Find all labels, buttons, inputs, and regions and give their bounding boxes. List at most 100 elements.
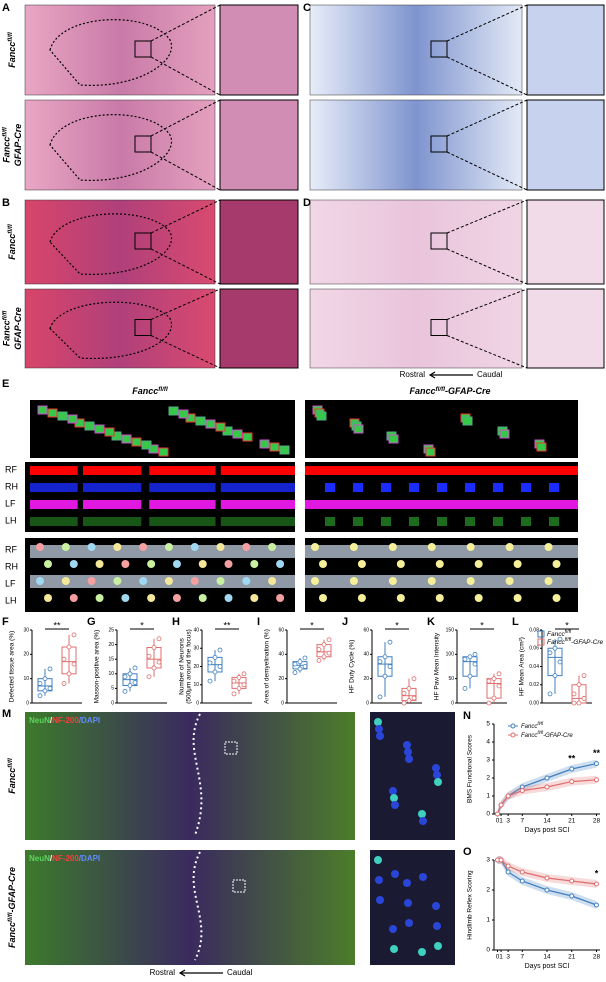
label: ** bbox=[223, 620, 231, 630]
label: 28 bbox=[593, 954, 601, 961]
footprint-dot bbox=[388, 543, 397, 551]
stance-bar bbox=[353, 483, 363, 492]
footprint-dot bbox=[319, 594, 327, 602]
data-point bbox=[61, 656, 67, 662]
genotype: Fanccfl/fl bbox=[132, 386, 168, 397]
data-point bbox=[377, 659, 383, 665]
gene: Fancc bbox=[547, 631, 565, 638]
paw-print bbox=[269, 442, 280, 452]
data-point bbox=[71, 632, 77, 638]
label: 0.04 bbox=[529, 664, 539, 670]
allele: fl/fl bbox=[565, 629, 572, 635]
data-point bbox=[151, 665, 157, 671]
label: (500μm around the focus) bbox=[186, 629, 193, 704]
label: 20 bbox=[108, 642, 114, 648]
zoom-line bbox=[150, 151, 221, 191]
data-point bbox=[544, 775, 550, 781]
stance-bar bbox=[83, 500, 142, 509]
data-point bbox=[569, 779, 575, 785]
label: 30 bbox=[23, 627, 29, 633]
data-point bbox=[571, 691, 577, 697]
label: 0.02 bbox=[529, 682, 539, 688]
significance: * bbox=[595, 868, 599, 878]
data-point bbox=[498, 802, 504, 808]
data-point bbox=[557, 636, 563, 642]
micrograph bbox=[24, 4, 216, 96]
data-point bbox=[462, 656, 468, 662]
data-point bbox=[217, 664, 223, 669]
nucleus bbox=[375, 725, 383, 733]
legend-label: Fanccfl/fl bbox=[547, 629, 572, 637]
fluorescence-image bbox=[25, 712, 355, 840]
data-point bbox=[316, 658, 322, 663]
data-point bbox=[495, 811, 501, 817]
nucleus bbox=[389, 787, 397, 795]
label: Rostral bbox=[150, 968, 176, 977]
gene: Fancc bbox=[2, 137, 12, 163]
allele: fl/fl bbox=[7, 224, 14, 234]
legend-marker bbox=[510, 732, 516, 738]
data-point bbox=[236, 686, 242, 691]
data-point bbox=[552, 673, 558, 679]
data-point bbox=[236, 675, 242, 680]
data-point bbox=[576, 682, 582, 688]
label: 0.08 bbox=[529, 627, 539, 633]
nucleus bbox=[434, 778, 442, 786]
footprint-dot bbox=[139, 543, 148, 551]
zoom-box bbox=[134, 40, 152, 58]
stance-bar bbox=[30, 517, 78, 526]
nucleus bbox=[389, 925, 397, 933]
inset-image bbox=[219, 4, 299, 96]
label: 2 bbox=[486, 775, 490, 782]
data-point bbox=[569, 878, 575, 884]
data-point bbox=[467, 673, 473, 679]
paw-print bbox=[67, 414, 78, 424]
stance-bar bbox=[149, 466, 216, 475]
label: O bbox=[463, 846, 472, 858]
label: 20 bbox=[193, 664, 199, 670]
nucleus bbox=[419, 873, 427, 881]
footprint-dot bbox=[121, 594, 130, 602]
data-point bbox=[581, 696, 587, 701]
nucleus bbox=[433, 922, 441, 930]
zoom-line bbox=[150, 248, 221, 285]
zoom-line bbox=[150, 99, 221, 137]
stain: NeuN bbox=[29, 854, 50, 863]
label: 14 bbox=[543, 818, 551, 825]
label: 0 bbox=[486, 811, 490, 818]
footprint-dot bbox=[139, 577, 148, 585]
data-point bbox=[231, 691, 237, 697]
data-point bbox=[557, 659, 563, 665]
footprint-dot bbox=[121, 560, 130, 568]
label: * bbox=[395, 620, 399, 630]
genotype-label: Fanccfl/fl bbox=[7, 224, 18, 260]
paw-print bbox=[57, 411, 68, 421]
footprint-dot bbox=[505, 577, 514, 585]
gait-band bbox=[305, 545, 578, 558]
data-point bbox=[387, 664, 393, 669]
label: 0 bbox=[486, 947, 490, 954]
stance-bar bbox=[549, 483, 559, 492]
paw-print bbox=[131, 437, 142, 447]
label: 0 bbox=[366, 700, 369, 706]
stance-bar bbox=[305, 500, 578, 509]
footprint-dot bbox=[349, 577, 358, 585]
zoom-box bbox=[134, 319, 152, 336]
zoom-line bbox=[150, 288, 221, 320]
nucleus bbox=[376, 732, 384, 740]
data-point bbox=[382, 654, 388, 660]
footprint-dot bbox=[552, 594, 561, 602]
label: 1 bbox=[486, 793, 490, 800]
arrow bbox=[178, 969, 223, 977]
zoom-box bbox=[430, 232, 448, 250]
label: Days post SCI bbox=[525, 963, 570, 970]
stance-bar bbox=[381, 483, 391, 492]
data-point bbox=[544, 784, 550, 790]
stance-bar bbox=[353, 517, 363, 526]
nucleus bbox=[404, 748, 412, 756]
label: 100 bbox=[446, 652, 455, 658]
data-point bbox=[156, 636, 162, 642]
stance-bar bbox=[521, 517, 531, 526]
label: H bbox=[172, 616, 180, 628]
label: RF bbox=[5, 544, 17, 554]
